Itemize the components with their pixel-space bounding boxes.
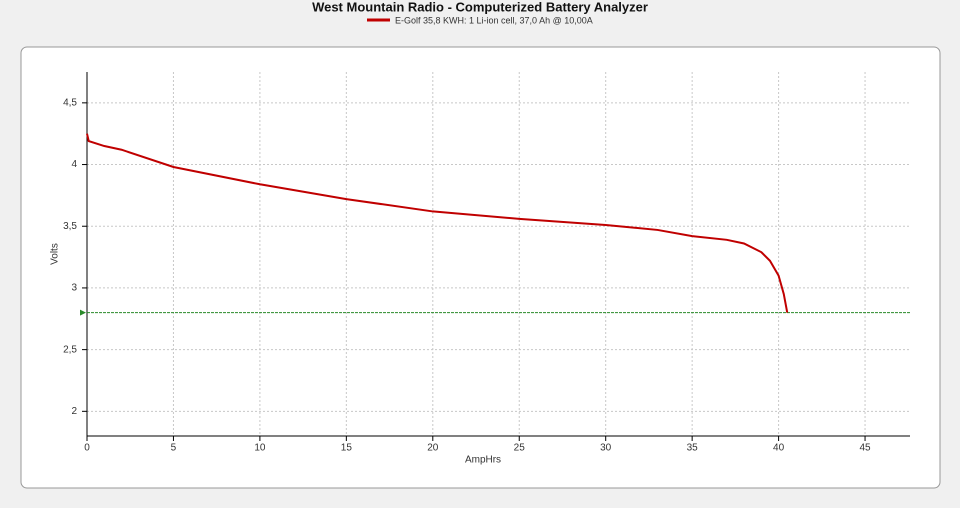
y-tick-label: 4 <box>71 159 77 170</box>
plot-panel <box>20 46 941 489</box>
y-tick-label: 3 <box>71 283 77 294</box>
x-tick-label: 45 <box>859 443 871 454</box>
y-axis-label: Volts <box>50 243 61 265</box>
x-tick-label: 35 <box>687 443 699 454</box>
data-line <box>86 133 789 313</box>
x-tick-label: 10 <box>254 443 266 454</box>
legend-label: E-Golf 35,8 KWH: 1 Li-ion cell, 37,0 Ah … <box>395 15 593 25</box>
x-tick-label: 0 <box>84 443 90 454</box>
chart-title: West Mountain Radio - Computerized Batte… <box>312 0 648 14</box>
x-tick-label: 15 <box>341 443 353 454</box>
x-tick-label: 30 <box>600 443 612 454</box>
x-axis-label: AmpHrs <box>465 455 501 466</box>
x-tick-label: 40 <box>773 443 785 454</box>
cutoff-marker <box>80 309 86 316</box>
y-tick-label: 2 <box>71 406 77 417</box>
y-tick-label: 3,5 <box>63 221 77 232</box>
y-tick-label: 4,5 <box>63 97 77 108</box>
y-tick-label: 2,5 <box>63 344 77 355</box>
x-tick-label: 20 <box>427 443 439 454</box>
x-tick-label: 5 <box>171 443 177 454</box>
x-tick-label: 25 <box>514 443 526 454</box>
